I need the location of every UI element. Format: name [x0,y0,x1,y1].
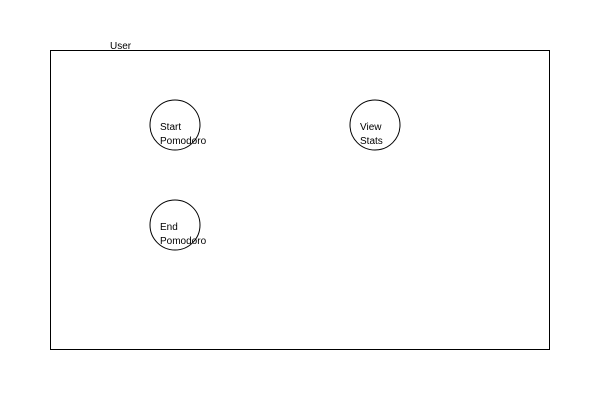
use-case-start-pomodoro: Start Pomodoro [149,99,207,151]
use-case-ellipse [349,99,401,151]
use-case-label-line-1: End [160,222,178,233]
use-case-view-stats: View Stats [349,99,401,151]
use-case-end-pomodoro: End Pomodoro [149,199,207,251]
use-case-label-line-2: Stats [360,136,383,147]
use-case-ellipse [149,199,201,251]
use-case-label-line-2: Pomodoro [160,236,207,247]
use-case-label-line-1: Start [160,122,181,133]
use-case-ellipse [149,99,201,151]
use-case-label-line-2: Pomodoro [160,136,207,147]
use-case-label-line-1: View [360,122,382,133]
system-boundary [50,50,550,350]
actor-label: User [110,41,132,52]
